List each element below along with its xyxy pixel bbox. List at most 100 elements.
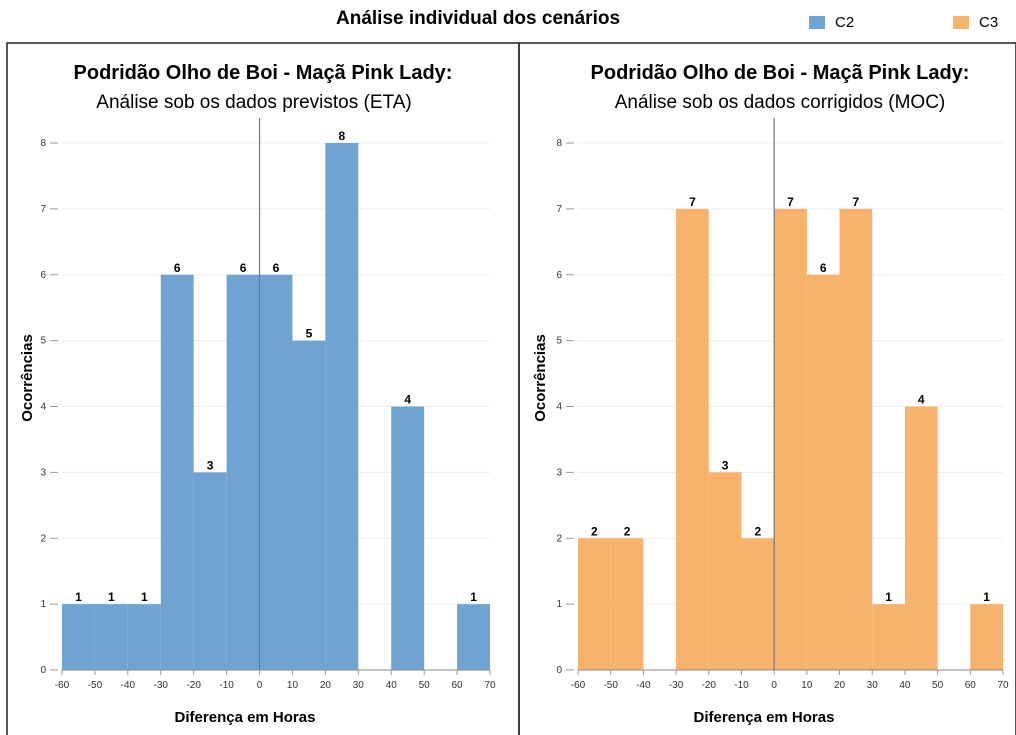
chart-c3: Podridão Olho de Boi - Maçã Pink Lady: A… bbox=[532, 62, 1009, 726]
bar[interactable] bbox=[904, 406, 938, 671]
bar[interactable] bbox=[578, 538, 611, 670]
bars bbox=[62, 143, 490, 670]
bar[interactable] bbox=[806, 274, 840, 670]
bar[interactable] bbox=[259, 274, 293, 670]
x-axis-label: Diferença em Horas bbox=[175, 709, 316, 726]
bar[interactable] bbox=[62, 604, 95, 670]
x-tick-label: 40 bbox=[899, 680, 911, 691]
x-tick-label: -20 bbox=[186, 680, 201, 691]
data-label: 7 bbox=[853, 195, 860, 209]
data-label: 7 bbox=[689, 195, 696, 209]
x-tick-label: 60 bbox=[965, 680, 977, 691]
y-axis-label: Ocorrências bbox=[532, 334, 549, 422]
bar[interactable] bbox=[391, 406, 425, 671]
y-tick-label: 1 bbox=[40, 599, 46, 610]
bar[interactable] bbox=[872, 604, 905, 670]
y-tick-label: 7 bbox=[556, 204, 562, 215]
x-tick-label: 70 bbox=[997, 680, 1009, 691]
bar[interactable] bbox=[127, 604, 161, 670]
data-label: 3 bbox=[722, 458, 729, 472]
data-label: 1 bbox=[141, 590, 148, 604]
data-label: 1 bbox=[75, 590, 82, 604]
data-label: 2 bbox=[754, 524, 761, 538]
panel-right-border bbox=[518, 42, 1016, 735]
y-tick-label: 5 bbox=[556, 336, 562, 347]
bar[interactable] bbox=[741, 538, 775, 670]
x-tick-label: -30 bbox=[154, 680, 169, 691]
x-ticks: -60 -50 -40 -30 -20 -10 0 10 20 30 40 50 60 70 bbox=[571, 670, 1009, 691]
chart-subtitle: Análise sob os dados corrigidos (MOC) bbox=[615, 92, 946, 113]
legend-label-c2: C2 bbox=[835, 14, 855, 31]
x-tick-label: -10 bbox=[734, 680, 749, 691]
x-tick-label: 30 bbox=[353, 680, 365, 691]
x-tick-label: 60 bbox=[452, 680, 464, 691]
x-tick-label: -50 bbox=[603, 680, 618, 691]
data-labels: 1 1 1 6 3 6 6 5 8 4 1 bbox=[75, 129, 477, 604]
chart-subtitle: Análise sob os dados previstos (ETA) bbox=[96, 92, 411, 113]
chart-title: Podridão Olho de Boi - Maçã Pink Lady: bbox=[74, 62, 453, 84]
bars bbox=[578, 208, 1003, 671]
y-tick-label: 8 bbox=[40, 138, 46, 149]
data-label: 1 bbox=[470, 590, 477, 604]
x-tick-label: 50 bbox=[932, 680, 944, 691]
y-tick-label: 6 bbox=[556, 270, 562, 281]
y-tick-label: 6 bbox=[40, 270, 46, 281]
data-labels: 2 2 7 3 2 7 6 7 1 4 1 bbox=[591, 195, 990, 604]
y-tick-label: 3 bbox=[556, 467, 562, 478]
x-tick-label: -60 bbox=[571, 680, 586, 691]
bar[interactable] bbox=[610, 538, 644, 670]
data-label: 2 bbox=[591, 524, 598, 538]
data-label: 6 bbox=[273, 261, 280, 275]
data-label: 1 bbox=[983, 590, 990, 604]
legend-label-c3: C3 bbox=[979, 14, 999, 31]
y-ticks: 0 1 2 3 4 5 6 7 8 bbox=[556, 138, 574, 676]
bar[interactable] bbox=[708, 472, 742, 670]
data-label: 7 bbox=[787, 195, 794, 209]
data-label: 6 bbox=[820, 261, 827, 275]
data-label: 4 bbox=[918, 393, 925, 407]
bar[interactable] bbox=[160, 274, 194, 670]
bar[interactable] bbox=[676, 208, 709, 670]
axes bbox=[578, 118, 1003, 671]
y-tick-label: 4 bbox=[40, 402, 46, 413]
bar[interactable] bbox=[325, 143, 359, 670]
y-tick-label: 0 bbox=[40, 665, 46, 676]
data-label: 1 bbox=[108, 590, 115, 604]
bar[interactable] bbox=[292, 340, 326, 670]
bar[interactable] bbox=[774, 208, 807, 670]
data-label: 8 bbox=[339, 129, 346, 143]
x-tick-label: -40 bbox=[121, 680, 136, 691]
bar[interactable] bbox=[226, 274, 260, 670]
x-tick-label: -10 bbox=[219, 680, 234, 691]
data-label: 1 bbox=[885, 590, 892, 604]
bar[interactable] bbox=[193, 472, 227, 670]
y-ticks: 0 1 2 3 4 5 6 7 8 bbox=[40, 138, 58, 676]
x-tick-label: 30 bbox=[867, 680, 879, 691]
x-tick-label: -20 bbox=[702, 680, 717, 691]
x-tick-label: 0 bbox=[771, 680, 777, 691]
data-label: 6 bbox=[240, 261, 247, 275]
y-tick-label: 2 bbox=[556, 533, 562, 544]
x-tick-label: 40 bbox=[386, 680, 398, 691]
y-tick-label: 1 bbox=[556, 599, 562, 610]
y-tick-label: 3 bbox=[40, 467, 46, 478]
data-label: 6 bbox=[174, 261, 181, 275]
bar[interactable] bbox=[970, 604, 1003, 670]
legend-item-c2[interactable]: C2 bbox=[809, 14, 854, 31]
legend-item-c3[interactable]: C3 bbox=[953, 14, 998, 31]
y-tick-label: 8 bbox=[556, 138, 562, 149]
x-tick-label: 0 bbox=[257, 680, 263, 691]
bar[interactable] bbox=[457, 604, 490, 670]
x-tick-label: -40 bbox=[636, 680, 651, 691]
x-tick-label: -60 bbox=[55, 680, 70, 691]
x-tick-label: 10 bbox=[287, 680, 299, 691]
y-axis-label: Ocorrências bbox=[19, 334, 36, 422]
bar[interactable] bbox=[94, 604, 128, 670]
data-label: 5 bbox=[306, 327, 313, 341]
chart-c2: Podridão Olho de Boi - Maçã Pink Lady: A… bbox=[19, 62, 496, 726]
y-tick-label: 5 bbox=[40, 336, 46, 347]
bar[interactable] bbox=[839, 208, 873, 670]
x-tick-label: -50 bbox=[88, 680, 103, 691]
legend-swatch-c3 bbox=[953, 16, 969, 29]
data-label: 2 bbox=[624, 524, 631, 538]
